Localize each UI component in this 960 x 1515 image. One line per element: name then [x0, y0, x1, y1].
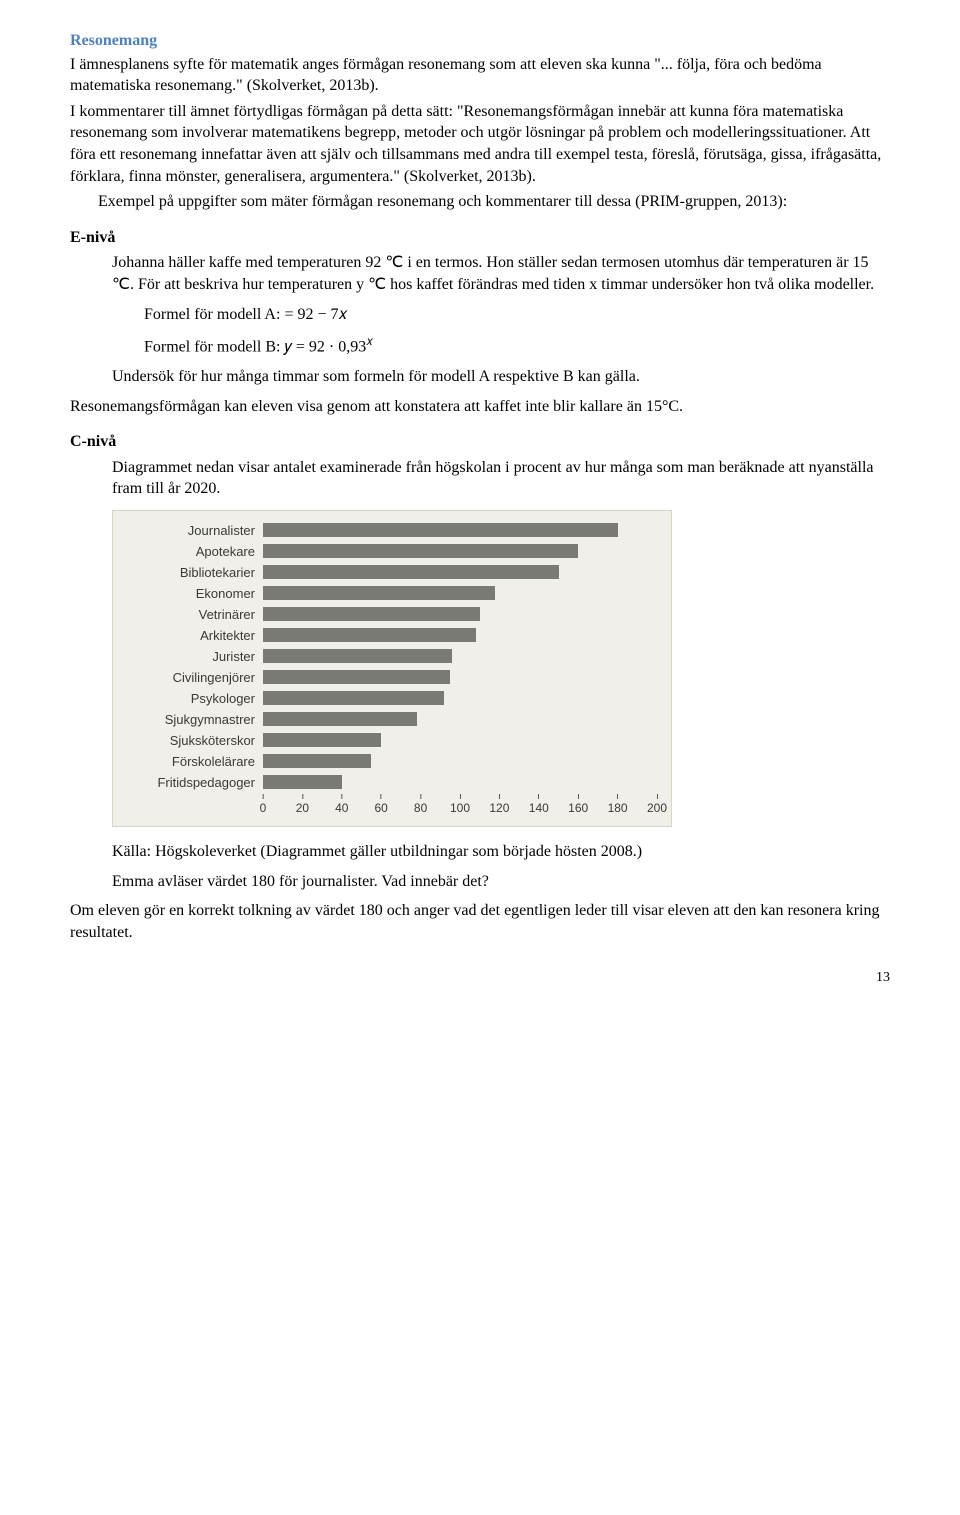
chart-bar: [263, 544, 578, 558]
chart-bar-track: [263, 649, 657, 663]
intro-paragraph-3: Exempel på uppgifter som mäter förmågan …: [70, 191, 890, 213]
chart-row: Psykologer: [127, 689, 657, 707]
chart-bar-track: [263, 691, 657, 705]
chart-bar: [263, 649, 452, 663]
chart-category-label: Vetrinärer: [127, 608, 263, 621]
chart-row: Sjukgymnastrer: [127, 710, 657, 728]
chart-x-axis: 020406080100120140160180200: [127, 794, 657, 820]
chart-bar: [263, 586, 495, 600]
formula-b-expr-pre: 𝑦 = 92 · 0,93: [284, 338, 366, 355]
chart-tick: 0: [260, 794, 267, 816]
chart-category-label: Psykologer: [127, 692, 263, 705]
e-level-comment: Resonemangsförmågan kan eleven visa geno…: [70, 396, 890, 418]
chart-row: Arkitekter: [127, 626, 657, 644]
chart-bar-track: [263, 733, 657, 747]
chart-bar: [263, 754, 371, 768]
chart-row: Fritidspedagoger: [127, 773, 657, 791]
chart-tick: 40: [335, 794, 348, 816]
chart-bar-track: [263, 607, 657, 621]
formula-a-expr: = 92 − 7𝑥: [284, 306, 347, 323]
c-level-comment: Om eleven gör en korrekt tolkning av vär…: [70, 900, 890, 943]
chart-row: Apotekare: [127, 542, 657, 560]
formula-b-expr-sup: 𝑥: [366, 334, 373, 348]
chart-bar-track: [263, 544, 657, 558]
chart-tick: 60: [375, 794, 388, 816]
intro-paragraph-2: I kommentarer till ämnet förtydligas för…: [70, 101, 890, 187]
chart-bar-track: [263, 523, 657, 537]
chart-bar-track: [263, 775, 657, 789]
e-problem-text-1: Johanna häller kaffe med temperaturen 92…: [112, 252, 880, 295]
chart-axis-ticks: 020406080100120140160180200: [263, 794, 657, 820]
e-problem-text-2: Undersök för hur många timmar som formel…: [112, 366, 880, 388]
section-heading: Resonemang: [70, 30, 890, 52]
chart-bar: [263, 712, 417, 726]
chart-bar: [263, 670, 450, 684]
chart-row: Bibliotekarier: [127, 563, 657, 581]
chart-row: Civilingenjörer: [127, 668, 657, 686]
chart-category-label: Ekonomer: [127, 587, 263, 600]
chart-tick: 120: [489, 794, 509, 816]
chart-row: Vetrinärer: [127, 605, 657, 623]
chart-bar-track: [263, 586, 657, 600]
chart-category-label: Apotekare: [127, 545, 263, 558]
chart-row: Förskolelärare: [127, 752, 657, 770]
chart-tick: 80: [414, 794, 427, 816]
chart-tick: 160: [568, 794, 588, 816]
chart-bar: [263, 565, 559, 579]
bar-chart: Journalister Apotekare Bibliotekarier Ekono…: [112, 510, 672, 827]
chart-source: Källa: Högskoleverket (Diagrammet gäller…: [112, 841, 880, 863]
formula-b-label: Formel för modell B:: [144, 338, 284, 355]
chart-tick: 200: [647, 794, 667, 816]
chart-bar: [263, 607, 480, 621]
chart-category-label: Sjukgymnastrer: [127, 713, 263, 726]
intro-paragraph-1: I ämnesplanens syfte för matematik anges…: [70, 54, 890, 97]
c-level-label: C-nivå: [70, 431, 890, 453]
chart-bar: [263, 733, 381, 747]
chart-bar: [263, 775, 342, 789]
e-level-problem: Johanna häller kaffe med temperaturen 92…: [112, 252, 880, 387]
chart-category-label: Jurister: [127, 650, 263, 663]
chart-row: Journalister: [127, 521, 657, 539]
c-level-problem: Diagrammet nedan visar antalet examinera…: [112, 457, 880, 500]
chart-category-label: Journalister: [127, 524, 263, 537]
chart-category-label: Fritidspedagoger: [127, 776, 263, 789]
page-number: 13: [70, 969, 890, 988]
chart-bar: [263, 628, 476, 642]
chart-tick: 20: [296, 794, 309, 816]
chart-category-label: Sjuksköterskor: [127, 734, 263, 747]
chart-bar-track: [263, 565, 657, 579]
chart-bar: [263, 523, 618, 537]
chart-bar-track: [263, 754, 657, 768]
chart-category-label: Förskolelärare: [127, 755, 263, 768]
chart-bar-track: [263, 628, 657, 642]
formula-a: Formel för modell A: = 92 − 7𝑥: [144, 304, 880, 326]
c-level-followup: Källa: Högskoleverket (Diagrammet gäller…: [112, 841, 880, 892]
chart-row: Jurister: [127, 647, 657, 665]
formula-a-label: Formel för modell A:: [144, 306, 284, 323]
chart-tick: 100: [450, 794, 470, 816]
chart-row: Ekonomer: [127, 584, 657, 602]
chart-row: Sjuksköterskor: [127, 731, 657, 749]
chart-bar: [263, 691, 444, 705]
e-level-label: E-nivå: [70, 227, 890, 249]
c-question: Emma avläser värdet 180 för journalister…: [112, 871, 880, 893]
chart-bar-track: [263, 712, 657, 726]
chart-bar-track: [263, 670, 657, 684]
chart-category-label: Civilingenjörer: [127, 671, 263, 684]
chart-tick: 140: [529, 794, 549, 816]
chart-category-label: Arkitekter: [127, 629, 263, 642]
chart-category-label: Bibliotekarier: [127, 566, 263, 579]
c-problem-text-1: Diagrammet nedan visar antalet examinera…: [112, 457, 880, 500]
formula-b: Formel för modell B: 𝑦 = 92 · 0,93𝑥: [144, 333, 880, 358]
chart-tick: 180: [608, 794, 628, 816]
